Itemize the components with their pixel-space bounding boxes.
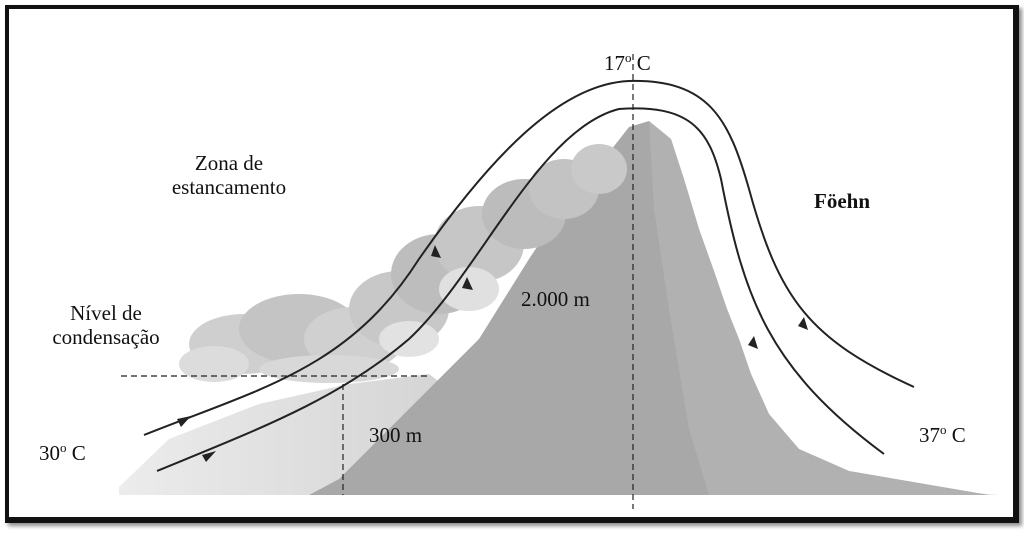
label-altitude-peak: 2.000 m: [521, 287, 590, 311]
arrow-head-6: [748, 336, 758, 349]
label-stagnation-zone-line2: estancamento: [171, 175, 287, 199]
arrow-head-1: [177, 416, 191, 427]
foehn-diagram: [119, 54, 999, 509]
label-condensation-level: Nível de condensação: [31, 301, 181, 349]
mountain-shade: [649, 121, 989, 495]
label-foehn: Föehn: [814, 189, 871, 213]
arrow-head-5: [798, 317, 808, 330]
cloud-bank: [179, 144, 627, 383]
label-altitude-condensation: 300 m: [369, 423, 423, 447]
airflow-line-inner: [156, 107, 885, 472]
label-right-temperature: 37o C: [919, 422, 966, 447]
label-top-temperature: 17o C: [604, 50, 651, 75]
arrow-head-2: [202, 451, 216, 462]
label-stagnation-zone: Zona de estancamento: [149, 151, 309, 199]
flow-arrows: [177, 245, 808, 462]
label-left-temperature: 30o C: [39, 440, 86, 465]
mountain: [309, 121, 989, 495]
windward-slope: [119, 374, 449, 495]
arrow-head-3: [431, 245, 441, 258]
label-stagnation-zone-line1: Zona de: [194, 151, 264, 175]
airflow-line-outer: [143, 79, 915, 436]
diagram-frame: 17o C Zona de estancamento Föehn Nível d…: [5, 5, 1019, 523]
arrow-head-4: [462, 277, 473, 290]
label-condensation-level-line1: Nível de: [70, 301, 142, 325]
label-condensation-level-line2: condensação: [52, 325, 160, 349]
